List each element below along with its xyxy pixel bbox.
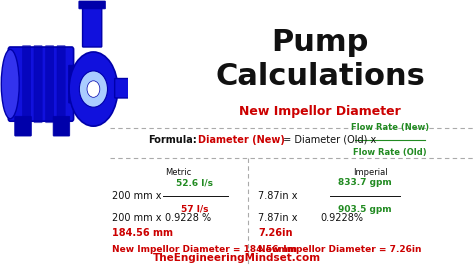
Text: 7.87in x: 7.87in x bbox=[258, 213, 298, 223]
Text: 52.6 l/s: 52.6 l/s bbox=[176, 178, 213, 187]
Text: Imperial: Imperial bbox=[353, 168, 387, 177]
Text: Flow Rate (New): Flow Rate (New) bbox=[351, 123, 429, 132]
Text: 7.87in x: 7.87in x bbox=[258, 191, 298, 201]
Text: 833.7 gpm: 833.7 gpm bbox=[338, 178, 392, 187]
FancyBboxPatch shape bbox=[9, 47, 73, 121]
Text: New Impellor Diameter = 7.26in: New Impellor Diameter = 7.26in bbox=[258, 244, 421, 253]
Circle shape bbox=[79, 71, 108, 107]
Text: Calculations: Calculations bbox=[215, 62, 425, 91]
Text: Diameter (New): Diameter (New) bbox=[198, 135, 285, 145]
FancyBboxPatch shape bbox=[115, 78, 131, 98]
FancyBboxPatch shape bbox=[46, 45, 54, 123]
Text: 7.26in: 7.26in bbox=[258, 228, 292, 238]
FancyBboxPatch shape bbox=[22, 45, 31, 123]
FancyBboxPatch shape bbox=[57, 45, 65, 123]
Ellipse shape bbox=[1, 49, 19, 119]
FancyBboxPatch shape bbox=[79, 1, 105, 9]
FancyBboxPatch shape bbox=[53, 116, 70, 136]
FancyBboxPatch shape bbox=[34, 45, 42, 123]
Text: Formula:: Formula: bbox=[148, 135, 197, 145]
Text: Pump: Pump bbox=[271, 28, 369, 57]
Text: = Diameter (Old) x: = Diameter (Old) x bbox=[280, 135, 376, 145]
Text: 184.56 mm: 184.56 mm bbox=[112, 228, 173, 238]
Text: 200 mm x: 200 mm x bbox=[112, 191, 162, 201]
Text: 903.5 gpm: 903.5 gpm bbox=[338, 205, 392, 214]
Text: TheEngineeringMindset.com: TheEngineeringMindset.com bbox=[153, 253, 321, 263]
Text: Flow Rate (Old): Flow Rate (Old) bbox=[353, 148, 427, 157]
Text: 0.9228%: 0.9228% bbox=[320, 213, 363, 223]
Text: Metric: Metric bbox=[165, 168, 191, 177]
Circle shape bbox=[87, 81, 100, 97]
Ellipse shape bbox=[69, 52, 118, 126]
FancyBboxPatch shape bbox=[15, 116, 31, 136]
FancyBboxPatch shape bbox=[82, 4, 102, 47]
Text: 200 mm x: 200 mm x bbox=[112, 213, 162, 223]
Text: New Impellor Diameter = 184.56mm: New Impellor Diameter = 184.56mm bbox=[112, 244, 297, 253]
FancyBboxPatch shape bbox=[68, 65, 81, 103]
Text: 0.9228 %: 0.9228 % bbox=[165, 213, 211, 223]
Text: New Impellor Diameter: New Impellor Diameter bbox=[239, 105, 401, 118]
Text: 57 l/s: 57 l/s bbox=[181, 205, 209, 214]
